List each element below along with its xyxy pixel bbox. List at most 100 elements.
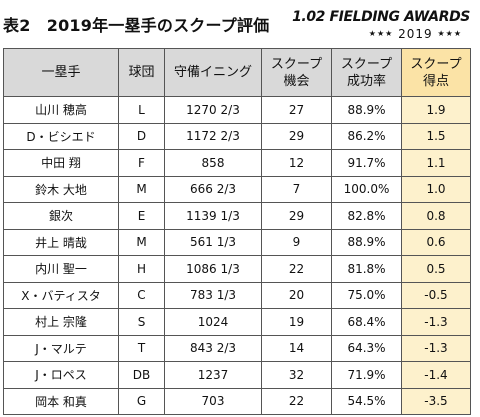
scoop-rate-cell: 88.9% xyxy=(331,228,402,256)
scoop-chances-cell: 32 xyxy=(261,361,332,389)
table-row: J・マルテ T 843 2/3 14 64.3% -1.3 xyxy=(3,334,471,362)
scoop-chances-cell: 22 xyxy=(261,387,332,415)
page-title: 表2 2019年一塁手のスクープ評価 xyxy=(3,16,270,35)
team-cell: L xyxy=(118,96,165,124)
innings-cell: 1024 xyxy=(164,308,262,336)
table-header: 一塁手 球団 守備イニング スクープ 機会 スクープ 成功率 スクープ 得点 xyxy=(3,48,471,97)
scoop-rate-cell: 54.5% xyxy=(331,387,402,415)
scoop-rate-cell: 88.9% xyxy=(331,96,402,124)
column-header-scoop-runs: スクープ 得点 xyxy=(401,48,471,97)
scoop-rate-cell: 100.0% xyxy=(331,175,402,203)
player-name-cell: J・ロペス xyxy=(3,361,119,389)
player-name-cell: X・バティスタ xyxy=(3,281,119,309)
table-row: 山川 穂高 L 1270 2/3 27 88.9% 1.9 xyxy=(3,96,471,124)
scoop-rate-cell: 64.3% xyxy=(331,334,402,362)
team-cell: D xyxy=(118,122,165,150)
innings-cell: 1086 1/3 xyxy=(164,255,262,283)
column-header-player: 一塁手 xyxy=(3,48,119,97)
table-row: 内川 聖一 H 1086 1/3 22 81.8% 0.5 xyxy=(3,255,471,283)
scoop-runs-cell: -3.5 xyxy=(401,387,471,415)
player-name-cell: 岡本 和真 xyxy=(3,387,119,415)
team-cell: C xyxy=(118,281,165,309)
scoop-runs-cell: 1.1 xyxy=(401,149,471,177)
scoop-runs-cell: 0.5 xyxy=(401,255,471,283)
team-cell: E xyxy=(118,202,165,230)
table-row: 銀次 E 1139 1/3 29 82.8% 0.8 xyxy=(3,202,471,230)
scoop-chances-cell: 20 xyxy=(261,281,332,309)
player-name-cell: 銀次 xyxy=(3,202,119,230)
scoop-runs-cell: 0.8 xyxy=(401,202,471,230)
scoop-runs-cell: -1.4 xyxy=(401,361,471,389)
table-row: 村上 宗隆 S 1024 19 68.4% -1.3 xyxy=(3,308,471,336)
scoop-chances-cell: 29 xyxy=(261,202,332,230)
logo-year: 2019 xyxy=(398,27,433,41)
team-cell: H xyxy=(118,255,165,283)
scoop-chances-cell: 29 xyxy=(261,122,332,150)
innings-cell: 1172 2/3 xyxy=(164,122,262,150)
table-row: 中田 翔 F 858 12 91.7% 1.1 xyxy=(3,149,471,177)
innings-cell: 666 2/3 xyxy=(164,175,262,203)
logo-year-line: ★★★ 2019 ★★★ xyxy=(369,27,462,41)
scoop-chances-cell: 19 xyxy=(261,308,332,336)
scoop-runs-cell: -0.5 xyxy=(401,281,471,309)
team-cell: M xyxy=(118,175,165,203)
page-header: 表2 2019年一塁手のスクープ評価 1.02 FIELDING AWARDS … xyxy=(0,0,480,48)
scoop-rate-cell: 75.0% xyxy=(331,281,402,309)
scoop-runs-cell: -1.3 xyxy=(401,334,471,362)
scoop-chances-cell: 12 xyxy=(261,149,332,177)
table-row: X・バティスタ C 783 1/3 20 75.0% -0.5 xyxy=(3,281,471,309)
player-name-cell: 村上 宗隆 xyxy=(3,308,119,336)
player-name-cell: 井上 晴哉 xyxy=(3,228,119,256)
right-stars-icon: ★★★ xyxy=(437,29,462,38)
innings-cell: 783 1/3 xyxy=(164,281,262,309)
team-cell: F xyxy=(118,149,165,177)
innings-cell: 843 2/3 xyxy=(164,334,262,362)
table-row: D・ビシエド D 1172 2/3 29 86.2% 1.5 xyxy=(3,122,471,150)
scoop-runs-cell: 1.9 xyxy=(401,96,471,124)
scoop-chances-cell: 22 xyxy=(261,255,332,283)
fielding-awards-logo: 1.02 FIELDING AWARDS ★★★ 2019 ★★★ xyxy=(292,9,470,45)
table-row: 岡本 和真 G 703 22 54.5% -3.5 xyxy=(3,387,471,415)
scoop-rate-cell: 71.9% xyxy=(331,361,402,389)
player-name-cell: 山川 穂高 xyxy=(3,96,119,124)
scoop-chances-cell: 7 xyxy=(261,175,332,203)
innings-cell: 1139 1/3 xyxy=(164,202,262,230)
team-cell: G xyxy=(118,387,165,415)
team-cell: T xyxy=(118,334,165,362)
player-name-cell: 中田 翔 xyxy=(3,149,119,177)
scoop-rate-cell: 91.7% xyxy=(331,149,402,177)
team-cell: M xyxy=(118,228,165,256)
column-header-innings: 守備イニング xyxy=(164,48,262,97)
column-header-scoop-rate: スクープ 成功率 xyxy=(331,48,402,97)
player-name-cell: D・ビシエド xyxy=(3,122,119,150)
scoop-runs-cell: 1.5 xyxy=(401,122,471,150)
header-row: 一塁手 球団 守備イニング スクープ 機会 スクープ 成功率 スクープ 得点 xyxy=(3,48,471,97)
player-name-cell: J・マルテ xyxy=(3,334,119,362)
innings-cell: 703 xyxy=(164,387,262,415)
table-body: 山川 穂高 L 1270 2/3 27 88.9% 1.9 D・ビシエド D 1172 2/3 2… xyxy=(3,96,471,415)
innings-cell: 1270 2/3 xyxy=(164,96,262,124)
scoop-rate-cell: 68.4% xyxy=(331,308,402,336)
team-cell: S xyxy=(118,308,165,336)
scoop-runs-cell: -1.3 xyxy=(401,308,471,336)
table-row: 井上 晴哉 M 561 1/3 9 88.9% 0.6 xyxy=(3,228,471,256)
left-stars-icon: ★★★ xyxy=(368,29,394,38)
innings-cell: 561 1/3 xyxy=(164,228,262,256)
innings-cell: 858 xyxy=(164,149,262,177)
table-row: J・ロペス DB 1237 32 71.9% -1.4 xyxy=(3,361,471,389)
scoop-runs-cell: 1.0 xyxy=(401,175,471,203)
scoop-rate-cell: 81.8% xyxy=(331,255,402,283)
scoop-chances-cell: 27 xyxy=(261,96,332,124)
scoop-evaluation-table: 一塁手 球団 守備イニング スクープ 機会 スクープ 成功率 スクープ 得点 山川 穂高 L… xyxy=(3,48,471,415)
table-row: 鈴木 大地 M 666 2/3 7 100.0% 1.0 xyxy=(3,175,471,203)
scoop-runs-cell: 0.6 xyxy=(401,228,471,256)
player-name-cell: 内川 聖一 xyxy=(3,255,119,283)
column-header-scoop-chances: スクープ 機会 xyxy=(261,48,332,97)
scoop-rate-cell: 82.8% xyxy=(331,202,402,230)
column-header-team: 球団 xyxy=(118,48,165,97)
scoop-chances-cell: 14 xyxy=(261,334,332,362)
player-name-cell: 鈴木 大地 xyxy=(3,175,119,203)
scoop-chances-cell: 9 xyxy=(261,228,332,256)
innings-cell: 1237 xyxy=(164,361,262,389)
logo-text: 1.02 FIELDING AWARDS xyxy=(292,9,470,25)
